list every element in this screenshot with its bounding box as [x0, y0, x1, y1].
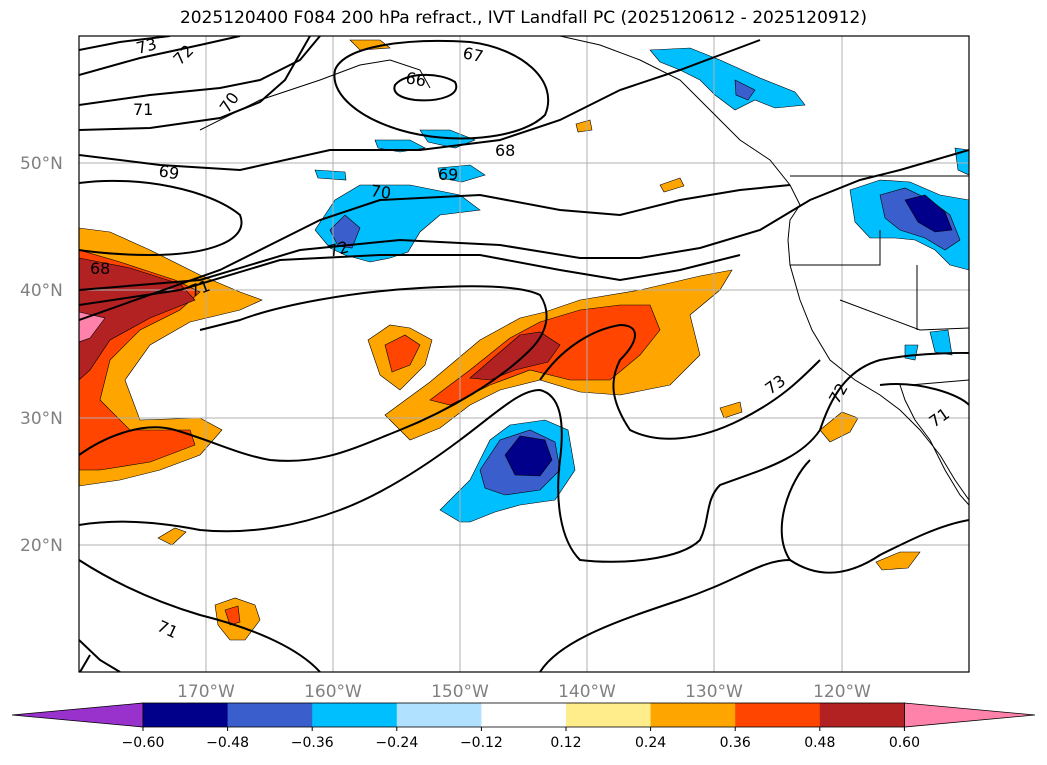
colorbar-tick-label: −0.60	[122, 735, 165, 751]
lon-label: 140°W	[558, 682, 616, 702]
shade-alaska-blue	[734, 79, 756, 101]
map-frame	[78, 35, 970, 673]
contour-label: 66	[404, 68, 427, 90]
colorbar-tick-label: 0.12	[550, 735, 581, 751]
shade-orange-small-1	[157, 527, 187, 546]
contour-label: 71	[133, 100, 153, 119]
shading-negative	[314, 47, 969, 523]
shade-se-orange	[875, 551, 921, 571]
colorbar-tick-label: 0.48	[804, 735, 835, 751]
coast-baja	[899, 384, 969, 506]
shade-orange-small-4	[575, 119, 593, 133]
colorbar-segment	[566, 703, 652, 727]
map-area: 73 72 71 70 69 68 67 66 70 72 68 71 69 7…	[79, 34, 969, 672]
shade-west-pink	[79, 311, 106, 343]
map-title: 2025120400 F084 200 hPa refract., IVT La…	[179, 8, 867, 28]
shade-central-blue	[329, 214, 361, 249]
shade-orange-small-3	[349, 39, 391, 51]
colorbar-segment	[396, 703, 482, 727]
lon-label: 160°W	[304, 682, 362, 702]
colorbar-tick-label: 0.36	[720, 735, 751, 751]
contours	[79, 36, 969, 672]
latitude-labels: 50°N 40°N 30°N 20°N	[20, 154, 63, 556]
colorbar-segment	[735, 703, 821, 727]
contour-label: 69	[157, 161, 180, 183]
shade-south-red	[224, 605, 241, 626]
colorbar-segment	[481, 703, 567, 727]
contour-label: 69	[438, 165, 458, 184]
contour-label: 68	[90, 259, 110, 278]
colorbar-extend-high	[904, 702, 1036, 728]
contour-label: 70	[369, 181, 392, 203]
colorbar: −0.60 −0.48 −0.36 −0.24 −0.12 0.12 0.24 0.36 0.4…	[11, 702, 1036, 751]
colorbar-tick-label: 0.60	[889, 735, 920, 751]
border-state-2	[839, 299, 969, 331]
colorbar-segment	[143, 703, 229, 727]
colorbar-tick-label: −0.24	[375, 735, 418, 751]
colorbar-extend-low	[11, 702, 144, 728]
lat-label: 20°N	[20, 536, 63, 556]
shade-sw-orange-1	[819, 411, 859, 443]
lat-label: 40°N	[20, 281, 63, 301]
lat-label: 30°N	[20, 409, 63, 429]
contour-label: 67	[461, 43, 485, 66]
colorbar-tick-label: −0.48	[206, 735, 249, 751]
shade-ne-darkblue	[904, 194, 953, 233]
contour-label: 68	[495, 141, 515, 160]
lon-label: 150°W	[431, 682, 489, 702]
shade-orange-small-2	[659, 177, 685, 193]
graticule	[79, 36, 969, 672]
lon-label: 130°W	[685, 682, 743, 702]
shading-positive	[79, 39, 921, 641]
coast-aleutians	[199, 59, 431, 131]
coast-north-america	[559, 36, 969, 501]
colorbar-segment	[819, 703, 905, 727]
shade-orange-small-5	[719, 401, 743, 419]
border-state-1	[790, 230, 881, 266]
longitude-labels: 170°W 160°W 150°W 140°W 130°W 120°W	[177, 682, 871, 702]
shade-cyan-69	[437, 164, 486, 183]
coastlines	[199, 36, 969, 506]
colorbar-tick-label: −0.12	[460, 735, 503, 751]
contour-label: 73	[134, 34, 159, 58]
shade-se-darkblue	[504, 435, 553, 477]
colorbar-segment	[650, 703, 736, 727]
colorbar-tick-label: −0.36	[291, 735, 334, 751]
lon-label: 170°W	[177, 682, 235, 702]
colorbar-tick-label: 0.24	[635, 735, 666, 751]
lat-label: 50°N	[20, 154, 63, 174]
shade-alaska-cyan	[649, 47, 806, 111]
colorbar-segment	[312, 703, 398, 727]
lon-label: 120°W	[813, 682, 871, 702]
colorbar-segment	[227, 703, 313, 727]
shade-central-cyan-top	[314, 169, 347, 181]
shade-cal-cyan	[929, 329, 953, 356]
shade-band-blob-red	[384, 334, 421, 373]
contour-label: 72	[326, 237, 351, 261]
colorbar-frame	[142, 702, 905, 728]
border-us-mexico	[909, 379, 969, 386]
